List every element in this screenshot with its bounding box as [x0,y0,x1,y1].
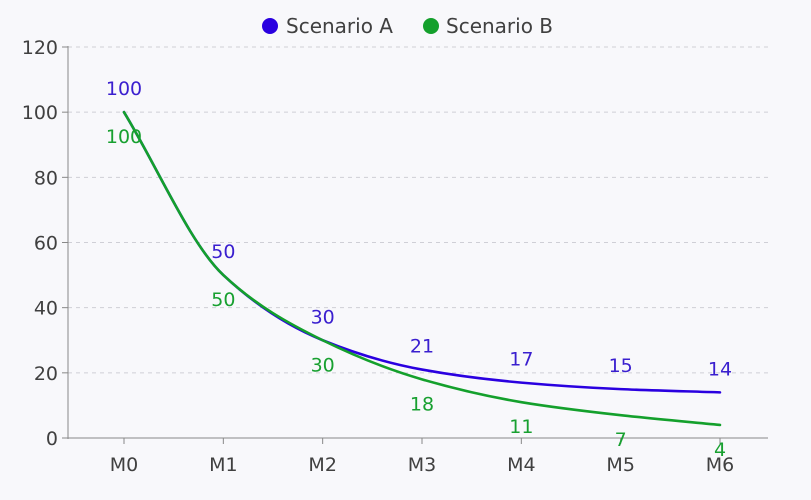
data-labels: 100 50 30 21 17 15 14 100 50 30 18 11 7 4 [106,78,732,461]
y-tick-label: 60 [34,233,58,255]
data-label-a: 30 [311,306,335,328]
data-label-a: 50 [211,241,235,263]
legend-marker [262,18,278,34]
y-axis-ticks: 0 20 40 60 80 100 120 [22,37,68,450]
data-label-a: 14 [708,358,732,380]
data-label-a: 21 [410,336,434,358]
y-tick-label: 40 [34,298,58,320]
x-tick-label: M0 [110,454,138,476]
y-tick-label: 20 [34,363,58,385]
series-line-b [122,110,722,427]
gridlines [68,46,768,374]
x-tick-label: M3 [408,454,436,476]
legend-label: Scenario A [286,14,393,38]
data-label-b: 30 [311,354,335,376]
data-label-a: 15 [609,355,633,377]
data-label-b: 18 [410,393,434,415]
data-label-a: 100 [106,78,142,100]
legend: Scenario A Scenario B [262,14,553,38]
data-label-b: 11 [509,416,533,438]
x-tick-label: M5 [606,454,634,476]
data-label-b: 100 [106,126,142,148]
legend-label: Scenario B [446,14,553,38]
legend-marker [423,18,439,34]
y-tick-label: 80 [34,167,58,189]
x-tick-label: M4 [507,454,535,476]
x-tick-label: M6 [706,454,734,476]
data-label-b: 50 [211,289,235,311]
legend-item-a[interactable]: Scenario A [262,14,393,38]
x-axis-ticks: M0 M1 M2 M3 M4 M5 M6 [110,438,734,476]
data-label-b: 4 [714,439,726,461]
y-tick-label: 100 [22,102,58,124]
x-tick-label: M2 [308,454,336,476]
data-label-a: 17 [509,349,533,371]
x-tick-label: M1 [209,454,237,476]
data-label-b: 7 [615,429,627,451]
y-tick-label: 120 [22,37,58,59]
series-lines [122,110,722,427]
legend-item-b[interactable]: Scenario B [423,14,553,38]
y-tick-label: 0 [46,428,58,450]
